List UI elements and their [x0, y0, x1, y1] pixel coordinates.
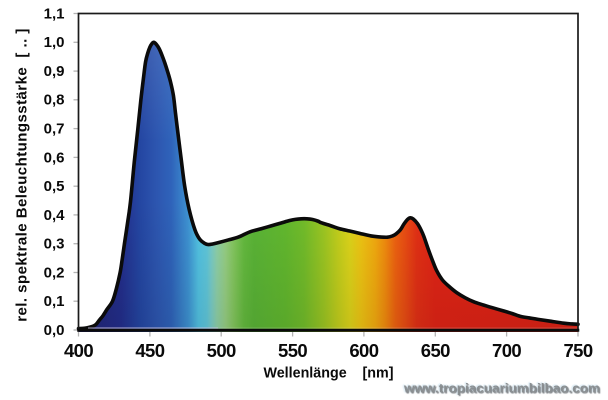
svg-text:450: 450 — [135, 340, 164, 361]
svg-text:650: 650 — [421, 340, 450, 361]
svg-text:1,1: 1,1 — [44, 5, 65, 22]
svg-text:0,0: 0,0 — [44, 322, 65, 339]
svg-text:0,8: 0,8 — [44, 92, 65, 109]
svg-text:0,5: 0,5 — [44, 178, 65, 195]
svg-text:www.tropiacuariumbilbao.com: www.tropiacuariumbilbao.com — [403, 381, 600, 396]
svg-text:1,0: 1,0 — [44, 34, 65, 51]
svg-text:0,9: 0,9 — [44, 63, 65, 80]
svg-text:0,7: 0,7 — [44, 121, 65, 138]
svg-text:700: 700 — [492, 340, 521, 361]
svg-text:0,2: 0,2 — [44, 264, 65, 281]
svg-text:500: 500 — [207, 340, 236, 361]
svg-text:0,1: 0,1 — [44, 293, 65, 310]
svg-text:rel. spektrale Beleuchtungsstä: rel. spektrale Beleuchtungsstärke [ .. ] — [13, 28, 30, 322]
svg-text:0,6: 0,6 — [44, 149, 65, 166]
svg-text:400: 400 — [64, 340, 93, 361]
svg-text:550: 550 — [278, 340, 307, 361]
svg-text:Wellenlänge [nm]: Wellenlänge [nm] — [263, 366, 393, 382]
svg-text:0,4: 0,4 — [44, 207, 66, 224]
svg-text:0,3: 0,3 — [44, 236, 65, 253]
svg-text:600: 600 — [349, 340, 378, 361]
svg-text:750: 750 — [563, 340, 592, 361]
